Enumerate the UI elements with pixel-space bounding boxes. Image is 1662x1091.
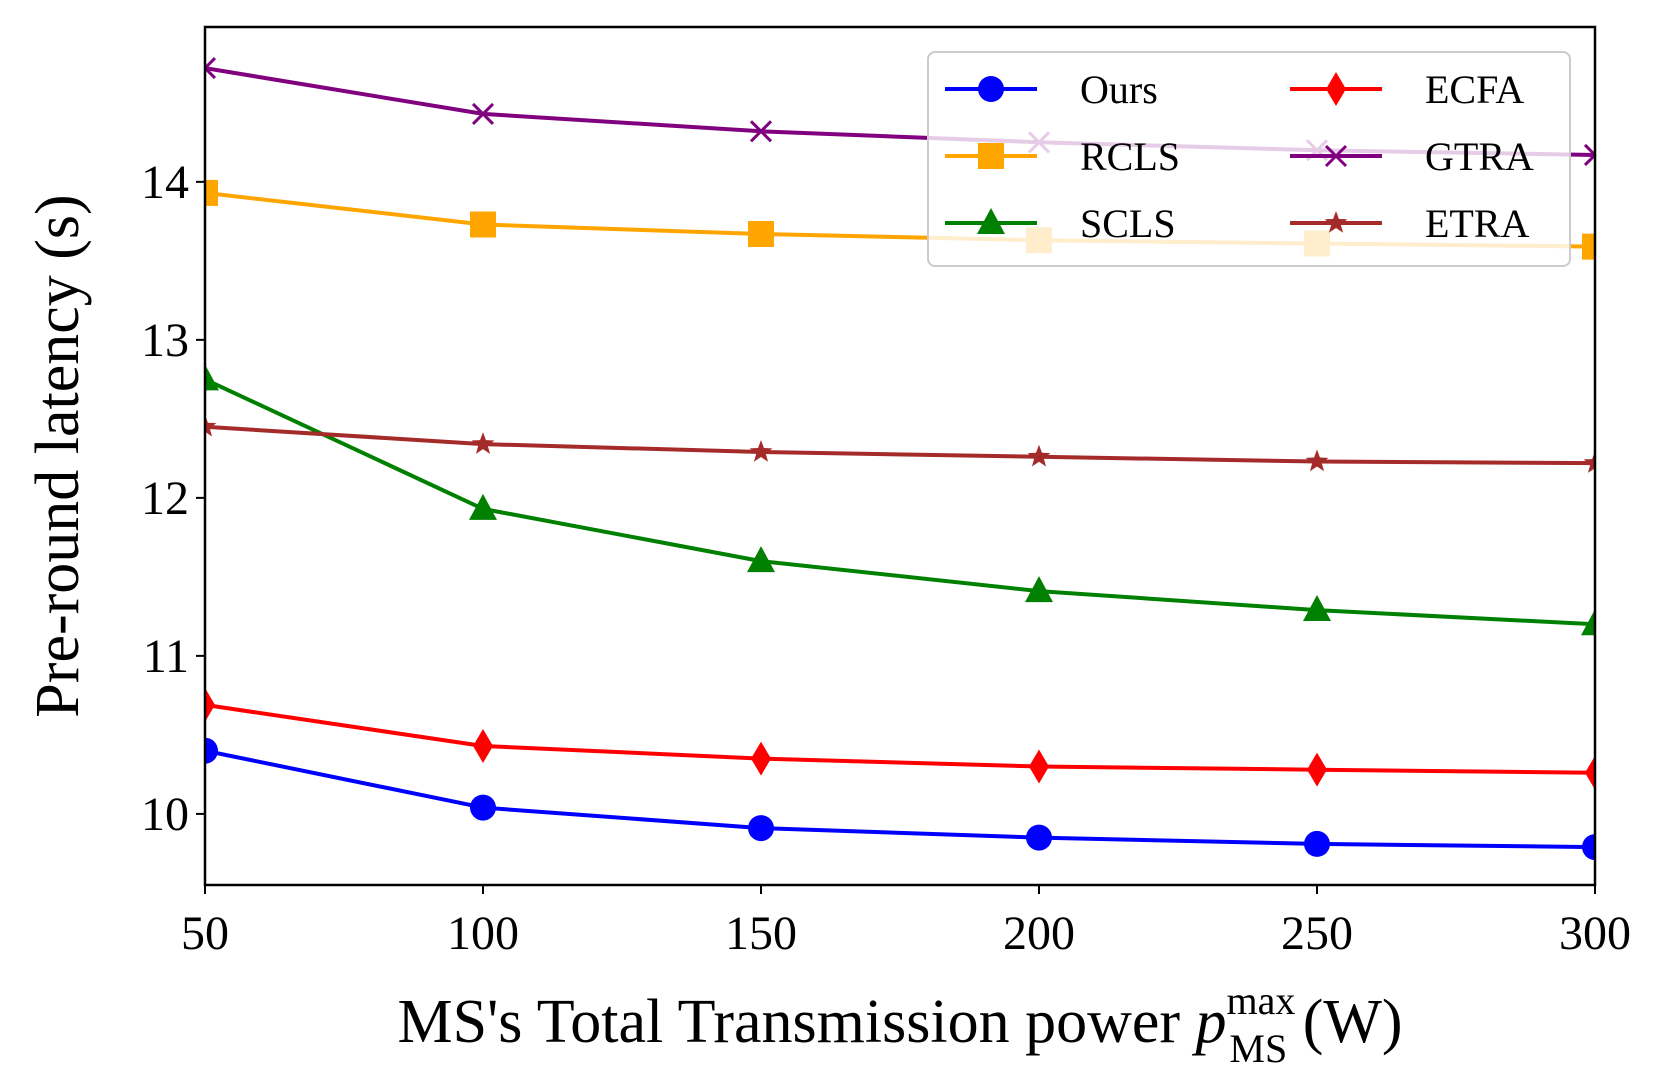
- data-point-ours: [1304, 830, 1330, 857]
- data-point-etra: [205, 414, 217, 437]
- legend-label: GTRA: [1425, 134, 1534, 179]
- x-axis-title: MS's Total Transmission power pmax MS (W): [397, 978, 1402, 1071]
- data-point-ours: [1026, 824, 1052, 851]
- y-tick-label: 14: [141, 156, 189, 209]
- legend-label: SCLS: [1080, 201, 1176, 246]
- x-tick-label: 50: [181, 907, 229, 960]
- data-point-ours: [1582, 834, 1595, 861]
- series-line-ecfa: [205, 702, 1595, 775]
- y-tick-label: 12: [141, 472, 189, 525]
- x-tick-label: 250: [1281, 907, 1353, 960]
- legend-marker: [1324, 144, 1348, 168]
- data-point-ours: [470, 794, 496, 821]
- legend-label: ECFA: [1425, 67, 1524, 112]
- data-point-ours: [205, 737, 218, 764]
- series-ecfa: [205, 687, 1595, 790]
- x-axis-title-subscript: MS: [1229, 1026, 1287, 1071]
- data-point-scls: [469, 493, 497, 520]
- y-axis-title: Pre-round latency (s): [24, 194, 92, 717]
- series-etra: [205, 414, 1595, 473]
- legend: Ours RCLS SCLS ECFA GTRA ETRA: [927, 51, 1571, 267]
- x-tick-label: 300: [1559, 907, 1631, 960]
- data-point-gtra: [1583, 143, 1595, 167]
- legend-label: Ours: [1080, 67, 1158, 112]
- data-point-ecfa: [205, 687, 215, 722]
- data-point-ecfa: [751, 741, 771, 776]
- data-point-scls: [1581, 609, 1595, 636]
- y-tick-label: 11: [143, 630, 189, 683]
- series-line-scls: [205, 377, 1595, 627]
- x-axis-title-symbol: p: [1192, 988, 1227, 1056]
- x-axis-title-text: MS's Total Transmission power: [397, 988, 1195, 1056]
- data-point-rcls: [205, 179, 218, 206]
- x-tick-label: 150: [725, 907, 797, 960]
- y-tick-label: 10: [141, 788, 189, 841]
- data-point-gtra: [471, 102, 495, 125]
- data-point-ours: [748, 815, 774, 842]
- data-point-scls: [747, 546, 775, 573]
- legend-item-gtra: GTRA: [1290, 134, 1534, 179]
- axis-ticks: 50 100 150 200 250 300 10 11 12 13 14: [141, 156, 1631, 960]
- legend-item-rcls: RCLS: [945, 134, 1180, 179]
- legend-item-ours: Ours: [945, 67, 1158, 112]
- data-point-rcls: [748, 220, 774, 247]
- legend-label: ETRA: [1425, 201, 1530, 246]
- data-point-ecfa: [1307, 752, 1327, 787]
- series-line-ours: [205, 748, 1595, 850]
- legend-marker: [977, 208, 1005, 234]
- data-point-scls: [205, 364, 219, 391]
- data-point-etra: [1305, 449, 1329, 472]
- data-point-etra: [471, 432, 495, 454]
- legend-item-ecfa: ECFA: [1290, 67, 1524, 112]
- x-tick-label: 100: [447, 907, 519, 960]
- series-line-etra: [205, 424, 1595, 466]
- data-point-gtra: [749, 120, 773, 143]
- data-point-gtra: [205, 57, 217, 80]
- legend-item-etra: ETRA: [1290, 201, 1530, 246]
- x-axis-title-unit: (W): [1287, 988, 1402, 1056]
- data-point-ecfa: [1029, 749, 1049, 784]
- data-point-ecfa: [1585, 755, 1595, 790]
- plot-frame: [203, 25, 1597, 887]
- legend-marker: [978, 76, 1004, 102]
- data-point-scls: [1303, 595, 1331, 622]
- data-point-etra: [1027, 444, 1051, 467]
- x-axis-title-superscript: max: [1227, 978, 1296, 1023]
- series-scls: [205, 364, 1595, 636]
- legend-marker: [1324, 211, 1348, 233]
- data-point-etra: [1583, 451, 1595, 473]
- data-point-ecfa: [473, 728, 493, 763]
- data-point-etra: [749, 440, 773, 462]
- legend-marker: [1326, 72, 1346, 106]
- legend-label: RCLS: [1080, 134, 1180, 179]
- legend-marker: [978, 143, 1004, 169]
- y-tick-label: 13: [141, 314, 189, 367]
- data-point-scls: [1025, 576, 1053, 603]
- data-point-rcls: [470, 211, 496, 238]
- data-point-rcls: [1582, 233, 1595, 260]
- legend-box: [927, 51, 1571, 267]
- legend-item-scls: SCLS: [945, 201, 1176, 246]
- x-tick-label: 200: [1003, 907, 1075, 960]
- series-ours: [205, 737, 1595, 861]
